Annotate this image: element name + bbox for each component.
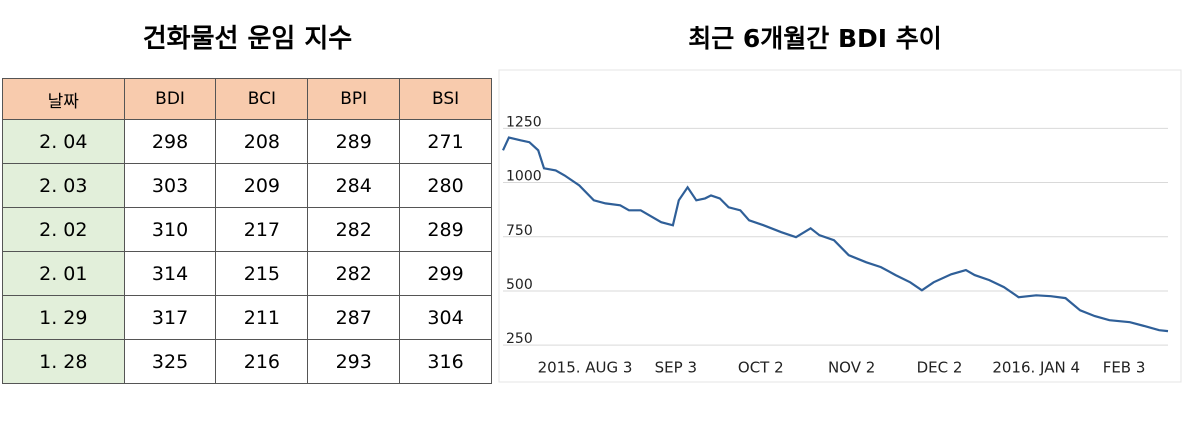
table-title: 건화물선 운임 지수 — [142, 24, 353, 54]
table-cell: 2. 01 — [2, 251, 125, 296]
table-cell: 2. 02 — [2, 207, 125, 252]
y-tick-label: 1250 — [506, 114, 542, 130]
x-tick-label: OCT 2 — [738, 359, 784, 377]
table-cell: BPI — [307, 78, 401, 120]
table-cell: 293 — [307, 339, 401, 384]
table-cell: 299 — [399, 251, 492, 296]
table-cell: BSI — [399, 78, 492, 120]
table-cell: 2. 04 — [2, 119, 125, 164]
chart-title: 최근 6개월간 BDI 추이 — [688, 24, 942, 53]
table-cell: 209 — [215, 163, 309, 208]
y-tick-label: 250 — [506, 331, 533, 347]
table-cell: 215 — [215, 251, 309, 296]
table-row: 2. 03 303 209 284 280 — [2, 163, 492, 208]
table-cell: 282 — [307, 207, 401, 252]
table-cell: 날짜 — [2, 78, 125, 120]
table-cell: 271 — [399, 119, 492, 164]
x-tick-label: NOV 2 — [828, 359, 875, 377]
y-tick-label: 500 — [506, 277, 533, 293]
table-cell: 316 — [399, 339, 492, 384]
table-cell: 287 — [307, 295, 401, 340]
y-tick-label: 1000 — [506, 169, 542, 185]
table-cell: 304 — [399, 295, 492, 340]
chart-panel — [498, 69, 1182, 383]
table-cell: 1. 28 — [2, 339, 125, 384]
table-cell: 325 — [123, 339, 217, 384]
table-cell: 208 — [215, 119, 309, 164]
x-tick-label: FEB 3 — [1103, 359, 1146, 377]
table-cell: 217 — [215, 207, 309, 252]
x-tick-label: DEC 2 — [917, 359, 963, 377]
table-row: 1. 28 325 216 293 316 — [2, 339, 492, 384]
table-cell: 314 — [123, 251, 217, 296]
table-row: 1. 29 317 211 287 304 — [2, 295, 492, 340]
table-cell: 289 — [307, 119, 401, 164]
table-cell: 298 — [123, 119, 217, 164]
table-row: 2. 01 314 215 282 299 — [2, 251, 492, 296]
x-tick-label: 2016. JAN 4 — [992, 359, 1080, 377]
x-tick-label: 2015. AUG 3 — [538, 359, 633, 377]
table-cell: 282 — [307, 251, 401, 296]
table-cell: 216 — [215, 339, 309, 384]
table-cell: BDI — [123, 78, 217, 120]
table-row: 2. 04 298 208 289 271 — [2, 119, 492, 164]
table: 날짜 BDI BCI BPI BSI 2. 04 298 208 289 271 2. 03 303 2… — [2, 78, 492, 384]
x-tick-label: SEP 3 — [655, 359, 697, 377]
table-row: 2. 02 310 217 282 289 — [2, 207, 492, 252]
y-tick-label: 750 — [506, 223, 533, 239]
table-cell: 2. 03 — [2, 163, 125, 208]
line — [502, 136, 1169, 333]
table-cell: 303 — [123, 163, 217, 208]
table-row: 날짜 BDI BCI BPI BSI — [2, 78, 492, 120]
table-cell: 1. 29 — [2, 295, 125, 340]
